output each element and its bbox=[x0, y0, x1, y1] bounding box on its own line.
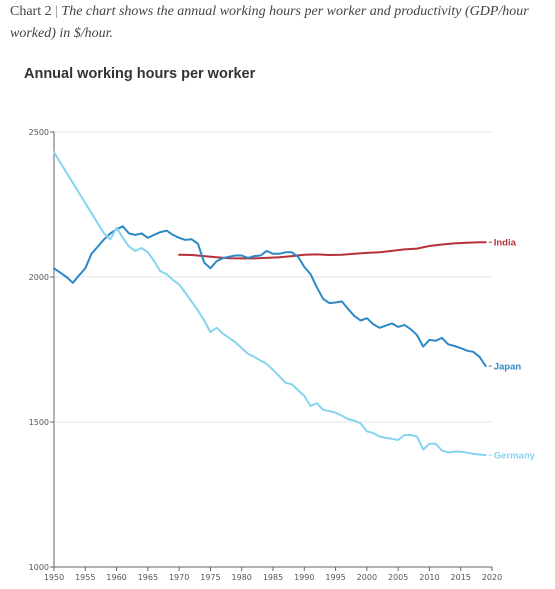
y-tick-label-1500: 1500 bbox=[29, 418, 49, 427]
x-tick-label-1965: 1965 bbox=[138, 573, 158, 582]
series-line-japan bbox=[53, 225, 487, 367]
y-tick-label-1000: 1000 bbox=[29, 563, 49, 572]
caption-label: Chart 2 bbox=[10, 4, 52, 19]
y-tick-label-2500: 2500 bbox=[29, 128, 49, 137]
x-tick-label-1955: 1955 bbox=[75, 573, 95, 582]
x-tick-label-1985: 1985 bbox=[263, 573, 283, 582]
caption-separator: | bbox=[55, 4, 58, 19]
chart-caption: Chart 2 | The chart shows the annual wor… bbox=[10, 1, 545, 45]
x-tick-label-1975: 1975 bbox=[200, 573, 220, 582]
x-tick-label-2010: 2010 bbox=[419, 573, 439, 582]
y-tick-label-2000: 2000 bbox=[29, 273, 49, 282]
x-tick-label-1980: 1980 bbox=[232, 573, 252, 582]
x-tick-label-2020: 2020 bbox=[482, 573, 502, 582]
chart-title: Annual working hours per worker bbox=[24, 66, 256, 82]
x-tick-label-2000: 2000 bbox=[357, 573, 377, 582]
series-line-germany bbox=[53, 151, 487, 457]
x-tick-label-2005: 2005 bbox=[388, 573, 408, 582]
series-label-germany: Germany bbox=[494, 451, 536, 462]
x-tick-label-1970: 1970 bbox=[169, 573, 189, 582]
series-line-india bbox=[178, 241, 487, 260]
caption-text: The chart shows the annual working hours… bbox=[10, 4, 529, 41]
x-tick-label-1990: 1990 bbox=[294, 573, 314, 582]
x-tick-label-1995: 1995 bbox=[325, 573, 345, 582]
x-tick-label-2015: 2015 bbox=[451, 573, 471, 582]
x-tick-label-1950: 1950 bbox=[44, 573, 64, 582]
x-tick-label-1960: 1960 bbox=[106, 573, 126, 582]
series-label-japan: Japan bbox=[494, 362, 522, 373]
series-label-india: India bbox=[494, 238, 517, 249]
